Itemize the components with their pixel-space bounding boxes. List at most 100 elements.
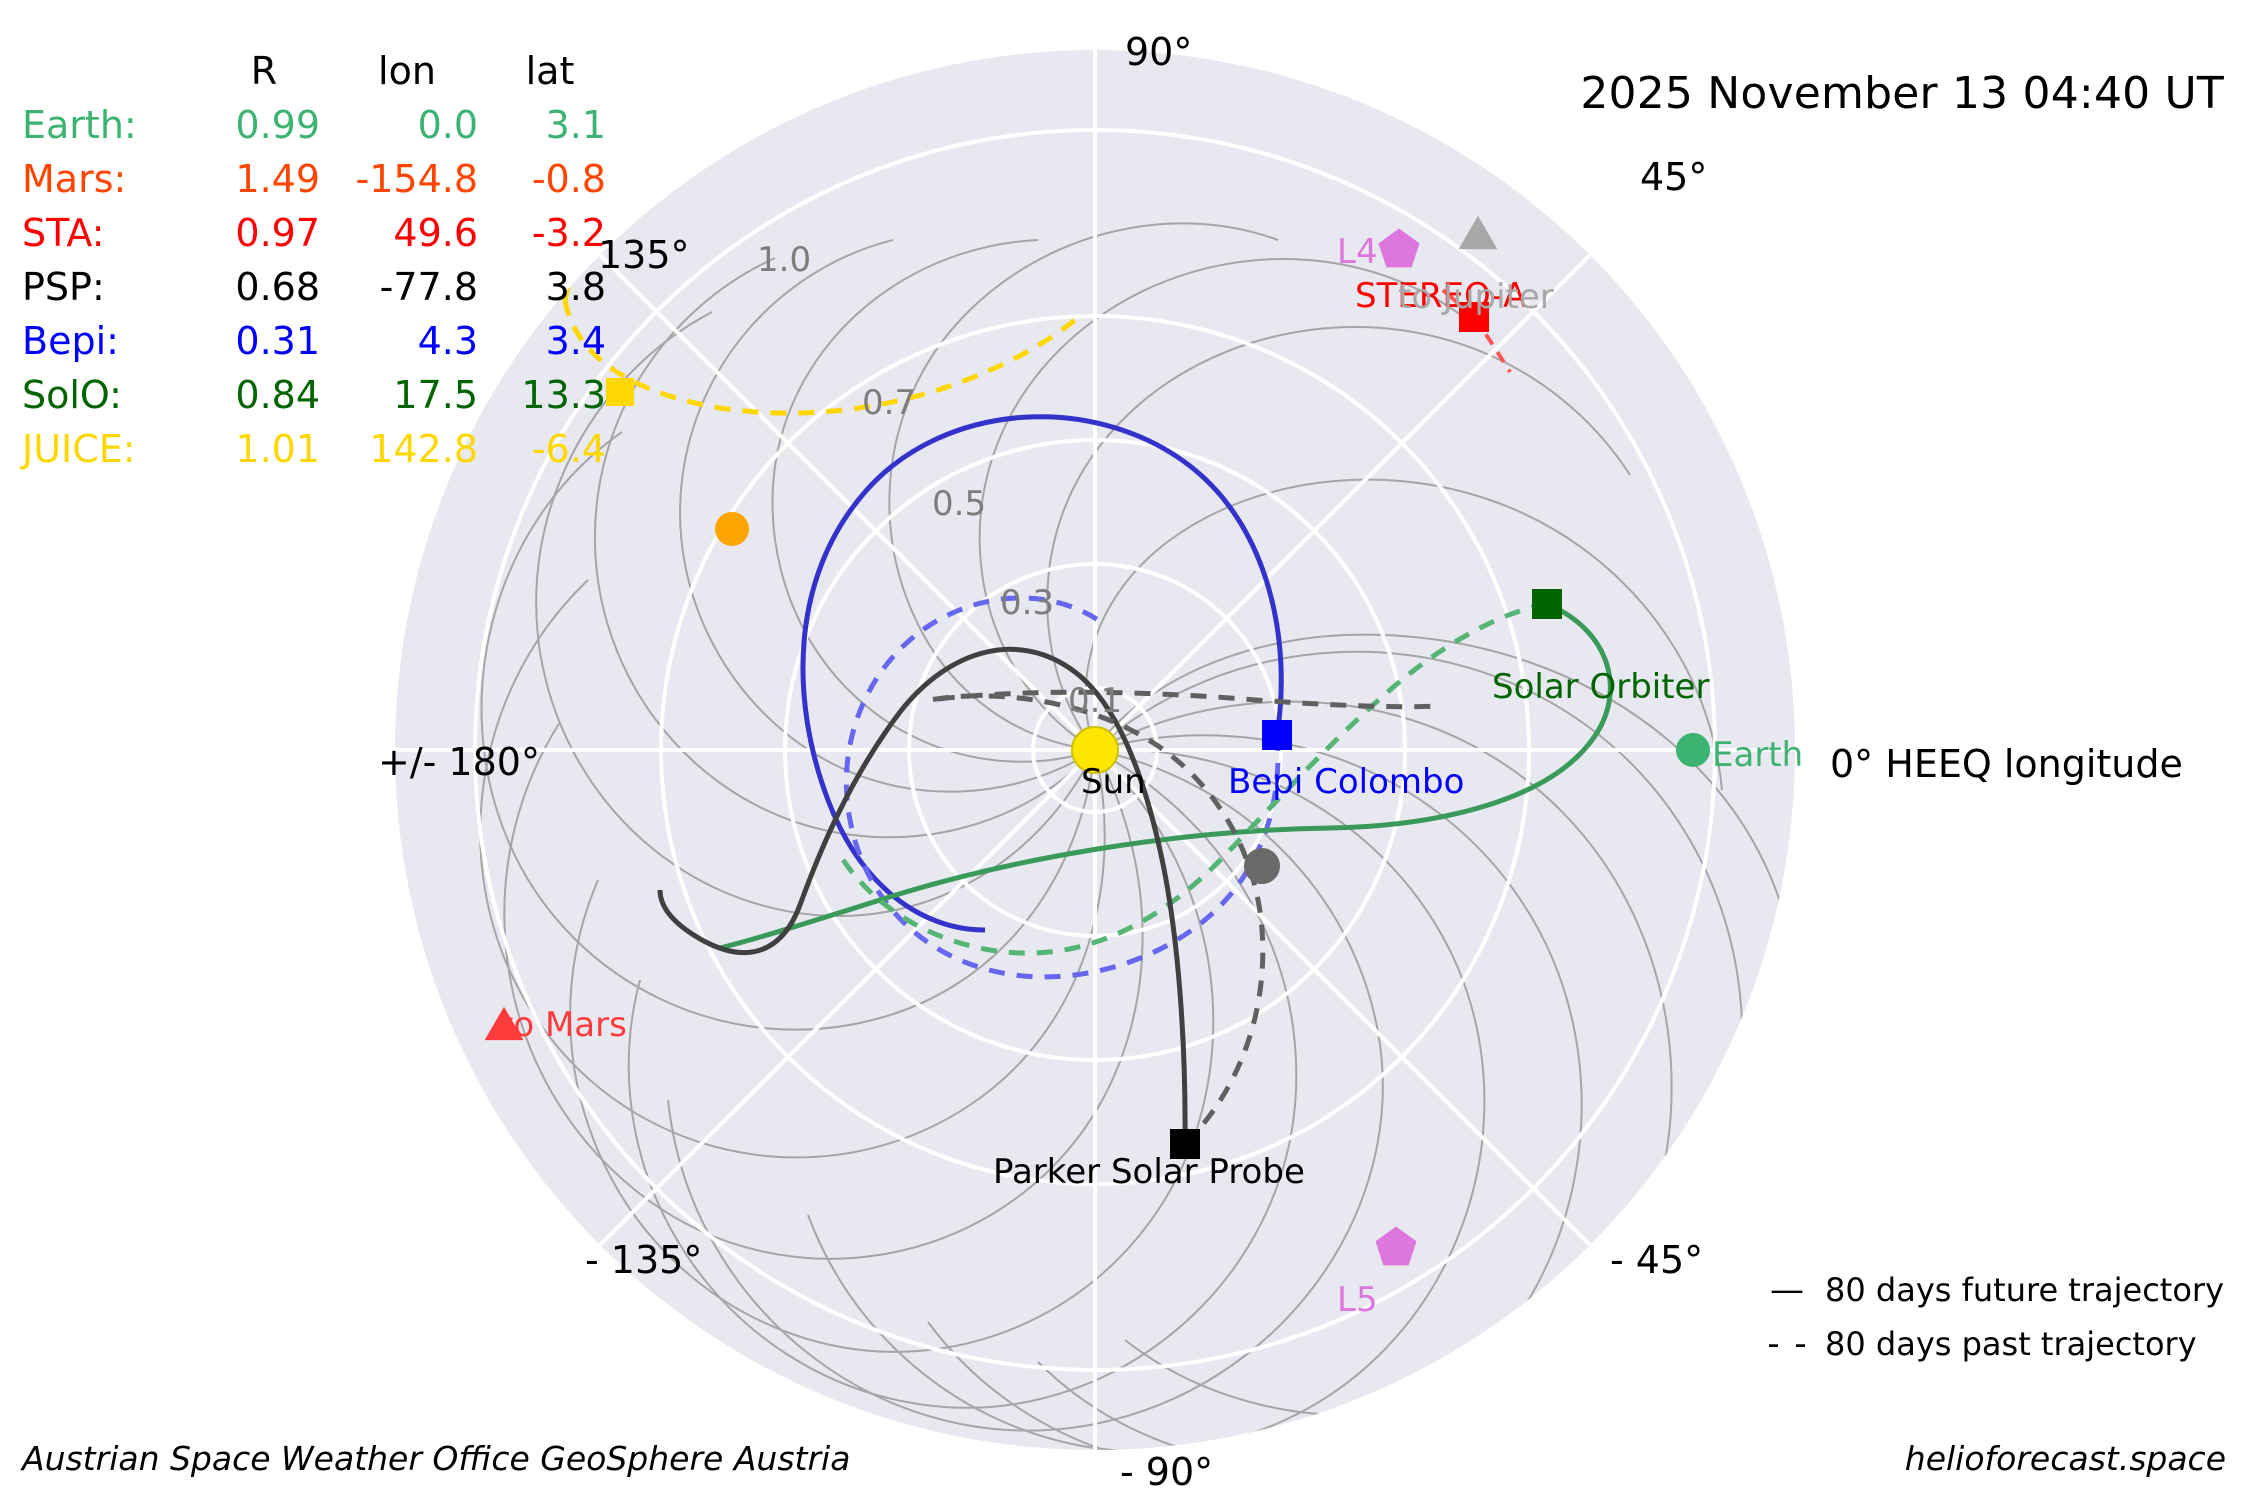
table-row: JUICE: 1.01 142.8 -6.4 <box>22 430 614 484</box>
table-cell-body-name: Bepi: <box>22 319 119 363</box>
marker-sun[interactable] <box>1071 726 1119 774</box>
radius-tick-label: 0.1 <box>1068 681 1123 721</box>
page-title: 2025 November 13 04:40 UT <box>1580 68 2224 119</box>
table-cell-body-name: Earth: <box>22 103 137 147</box>
angular-gridlines <box>395 50 1795 1450</box>
angle-label: 135° <box>598 233 690 277</box>
dashed-line-icon: - - <box>1767 1324 1809 1364</box>
label-solar-orbiter: Solar Orbiter <box>1492 667 1710 707</box>
marker-to-jupiter[interactable] <box>1458 215 1498 250</box>
table-cell-lat: -6.4 <box>531 427 606 471</box>
table-cell-body-name: SolO: <box>22 373 122 417</box>
table-cell-r: 1.49 <box>235 157 320 201</box>
label-to-mars: to Mars <box>500 1005 627 1045</box>
table-cell-r: 0.68 <box>235 265 320 309</box>
label-to-jupiter: to Jupiter <box>1398 277 1554 317</box>
trajectory-solo-future <box>719 601 1613 951</box>
footer-website[interactable]: helioforecast.space <box>1904 1439 2226 1478</box>
legend-item-future: — 80 days future trajectory <box>1751 1270 2224 1310</box>
table-cell-lat: 3.1 <box>545 103 606 147</box>
marker-bepi-colombo[interactable] <box>1262 720 1292 750</box>
table-row: Bepi: 0.31 4.3 3.4 <box>22 322 614 376</box>
position-table: R lon lat Earth: 0.99 0.0 3.1 Mars: 1.49 -154.… <box>22 52 614 484</box>
marker-solar-orbiter[interactable] <box>1532 589 1562 619</box>
table-cell-r: 0.31 <box>235 319 320 363</box>
marker-l5[interactable] <box>1375 1226 1417 1266</box>
label-l4: L4 <box>1337 232 1378 272</box>
marker-parker-solar-probe[interactable] <box>1170 1129 1200 1159</box>
trajectory-bepi-future <box>800 414 1284 933</box>
table-header-blank <box>22 52 200 106</box>
table-cell-lat: -3.2 <box>531 211 606 255</box>
plot-contents <box>395 50 1795 1450</box>
table-cell-r: 0.97 <box>235 211 320 255</box>
marker-to-mars[interactable] <box>484 1006 524 1041</box>
table-cell-lon: 4.3 <box>417 319 478 363</box>
angle-label: - 45° <box>1610 1238 1704 1282</box>
object-markers <box>484 215 1710 1266</box>
table-header-lat: lat <box>525 49 575 93</box>
radius-tick-label: 0.5 <box>932 484 987 524</box>
table-cell-r: 1.01 <box>235 427 320 471</box>
trajectory-solo-past <box>837 601 1548 956</box>
table-cell-r: 0.84 <box>235 373 320 417</box>
label-l5: L5 <box>1337 1280 1378 1320</box>
table-cell-body-name: STA: <box>22 211 105 255</box>
table-row: SolO: 0.84 17.5 13.3 <box>22 376 614 430</box>
table-cell-lat: 3.8 <box>545 265 606 309</box>
table-cell-lon: 142.8 <box>369 427 478 471</box>
table-cell-lat: 3.4 <box>545 319 606 363</box>
table-cell-lon: 17.5 <box>393 373 478 417</box>
label-stereo-a: STEREO-A <box>1355 276 1527 316</box>
legend-item-past: - - 80 days past trajectory <box>1751 1324 2224 1364</box>
angle-label: - 90° <box>1120 1450 1214 1494</box>
solid-line-icon: — <box>1770 1270 1807 1310</box>
label-earth: Earth <box>1712 735 1804 775</box>
table-row: PSP: 0.68 -77.8 3.8 <box>22 268 614 322</box>
angle-label: - 135° <box>585 1238 703 1282</box>
table-cell-body-name: Mars: <box>22 157 127 201</box>
table-cell-lon: -77.8 <box>379 265 478 309</box>
trajectory-psp-past <box>929 689 1443 1146</box>
angle-label: 45° <box>1640 155 1708 199</box>
trajectory-bepi-past <box>843 595 1281 980</box>
legend-label-future: 80 days future trajectory <box>1825 1271 2224 1309</box>
radius-tick-label: 0.7 <box>862 383 917 423</box>
table-cell-lat: 13.3 <box>521 373 606 417</box>
table-header-lon: lon <box>378 49 436 93</box>
position-table-body: Earth: 0.99 0.0 3.1 Mars: 1.49 -154.8 -0.8 STA: 0… <box>22 106 614 484</box>
label-sun: Sun <box>1081 762 1146 802</box>
marker-mercury[interactable] <box>1244 848 1280 884</box>
marker-stereo-a[interactable] <box>1459 302 1489 332</box>
trajectory-psp-future <box>657 646 1188 1145</box>
table-cell-body-name: PSP: <box>22 265 105 309</box>
table-cell-lat: -0.8 <box>531 157 606 201</box>
table-cell-lon: 49.6 <box>393 211 478 255</box>
label-bepi-colombo: Bepi Colombo <box>1228 762 1465 802</box>
angle-label: +/- 180° <box>378 740 540 784</box>
angle-label: 90° <box>1125 30 1193 74</box>
table-header-row: R lon lat <box>22 52 614 106</box>
parker-spiral-lines <box>479 222 1795 1450</box>
radius-tick-label: 0.3 <box>1000 583 1055 623</box>
angle-label: 0° HEEQ longitude <box>1830 742 2183 786</box>
radius-tick-label: 1.0 <box>757 240 812 280</box>
trajectory-juice-past <box>562 299 1077 416</box>
table-cell-lon: 0.0 <box>417 103 478 147</box>
table-row: STA: 0.97 49.6 -3.2 <box>22 214 614 268</box>
table-cell-body-name: JUICE: <box>22 427 136 471</box>
marker-venus[interactable] <box>715 512 749 546</box>
marker-earth[interactable] <box>1676 733 1710 767</box>
label-parker-solar-probe: Parker Solar Probe <box>993 1152 1305 1192</box>
trajectory-legend: — 80 days future trajectory - - 80 days … <box>1751 1270 2224 1378</box>
marker-juice[interactable] <box>606 378 634 406</box>
marker-l4[interactable] <box>1378 228 1420 268</box>
table-row: Earth: 0.99 0.0 3.1 <box>22 106 614 160</box>
legend-label-past: 80 days past trajectory <box>1825 1325 2197 1363</box>
footer-organization: Austrian Space Weather Office GeoSphere … <box>22 1439 851 1478</box>
table-header-r: R <box>250 49 278 93</box>
table-row: Mars: 1.49 -154.8 -0.8 <box>22 160 614 214</box>
table-cell-r: 0.99 <box>235 103 320 147</box>
